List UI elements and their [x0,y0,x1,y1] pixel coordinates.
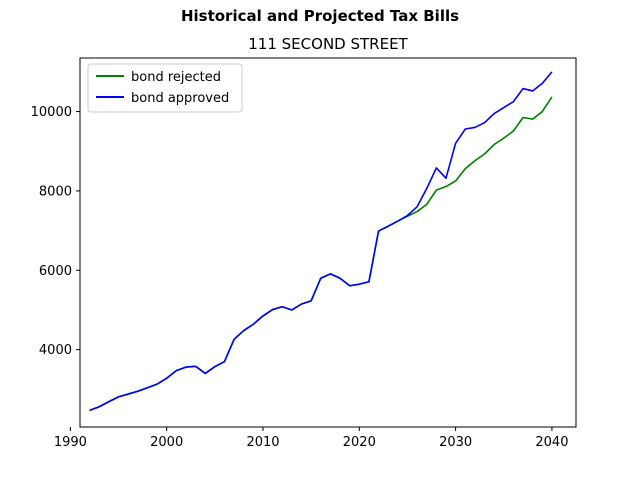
series-line-bond-approved [89,71,553,412]
plot-frame [79,57,577,428]
x-tick-label: 2010 [246,435,279,450]
y-tick-label: 10000 [31,105,72,120]
y-tick-label: 4000 [39,343,72,358]
chart-title: 111 SECOND STREET [248,35,408,53]
legend-label-bond-approved: bond approved [131,91,229,106]
x-tick-label: 1990 [54,435,87,450]
x-tick-label: 2030 [439,435,472,450]
y-axis: 4000 6000 8000 10000 [31,105,80,358]
legend: bond rejected bond approved [87,63,243,113]
series-line-bond-rejected [89,96,553,412]
x-tick-label: 2020 [343,435,376,450]
y-tick-label: 8000 [39,184,72,199]
x-axis: 1990 2000 2010 2020 2030 2040 [54,427,568,450]
legend-label-bond-rejected: bond rejected [131,70,221,85]
x-tick-label: 2000 [150,435,183,450]
y-tick-label: 6000 [39,264,72,279]
figure-suptitle: Historical and Projected Tax Bills [181,7,459,25]
plot-lines [89,71,553,412]
legend-box [87,63,243,113]
x-tick-label: 2040 [535,435,568,450]
